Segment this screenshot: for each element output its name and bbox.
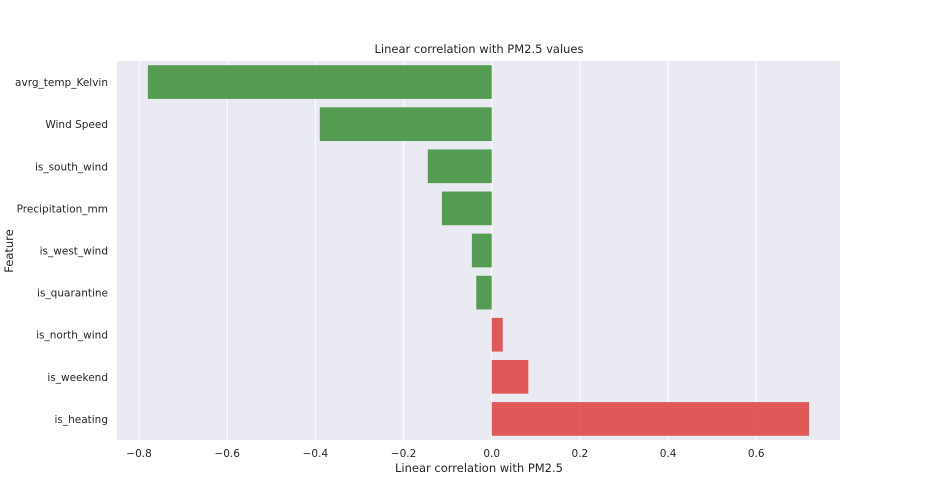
bar-wind-speed — [319, 107, 492, 142]
bar-avrg-temp-kelvin — [147, 65, 492, 99]
bar-is-weekend — [491, 359, 529, 394]
y-category-label: Wind Speed — [45, 119, 108, 131]
x-tick-labels: −0.8 −0.6 −0.4 −0.2 0.0 0.2 0.4 0.6 — [126, 448, 765, 460]
bar-is-quarantine — [476, 275, 492, 310]
y-category-label: is_north_wind — [36, 330, 108, 342]
x-tick-label: −0.2 — [391, 448, 417, 460]
bar-is-heating — [491, 402, 810, 436]
bar-is-north-wind — [491, 317, 503, 352]
x-tick-label: 0.2 — [572, 448, 589, 460]
y-category-labels: avrg_temp_Kelvin Wind Speed is_south_wind P… — [15, 77, 108, 426]
y-category-label: Precipitation_mm — [17, 203, 108, 215]
x-axis-label: Linear correlation with PM2.5 — [395, 461, 563, 475]
x-tick-label: −0.6 — [214, 448, 240, 460]
chart-title: Linear correlation with PM2.5 values — [374, 42, 583, 56]
y-category-label: is_heating — [54, 414, 108, 426]
x-tick-label: 0.4 — [660, 448, 677, 460]
x-tick-label: −0.8 — [126, 448, 152, 460]
y-category-label: is_weekend — [47, 372, 108, 384]
y-axis-label: Feature — [2, 229, 16, 272]
x-tick-label: −0.4 — [303, 448, 329, 460]
y-category-label: is_south_wind — [35, 161, 108, 173]
y-category-label: is_quarantine — [37, 288, 108, 300]
bar-is-west-wind — [471, 233, 492, 268]
y-category-label: is_west_wind — [40, 246, 108, 258]
bars — [147, 65, 810, 436]
x-tick-label: 0.0 — [483, 448, 500, 460]
bar-is-south-wind — [427, 149, 492, 184]
y-category-label: avrg_temp_Kelvin — [15, 77, 108, 89]
x-tick-label: 0.6 — [748, 448, 765, 460]
bar-precipitation-mm — [441, 191, 492, 226]
